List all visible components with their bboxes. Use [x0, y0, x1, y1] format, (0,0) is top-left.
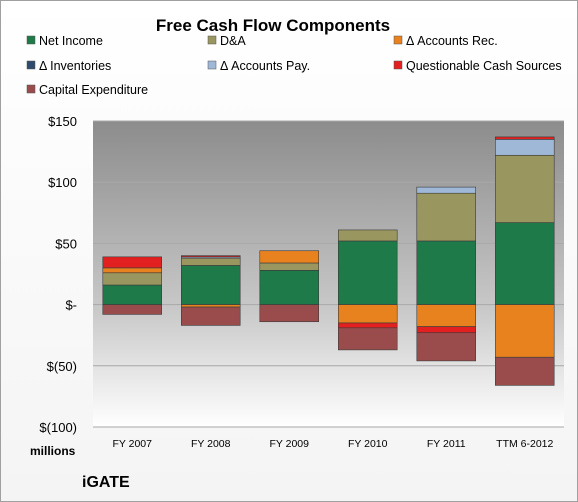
- legend: Net Income D&A Δ Accounts Rec. Δ Inventorie…: [26, 34, 562, 97]
- bar-capital-expenditure-fy-2010: [338, 327, 398, 351]
- unit-label: millions: [30, 444, 76, 458]
- bar-accounts-pay-fy-2011: [416, 186, 476, 194]
- bar-accounts-rec-fy-2010: [338, 304, 398, 324]
- y-tick-label: $-: [65, 298, 77, 313]
- x-axis: FY 2007 FY 2008 FY 2009 FY 2010 FY 2011 TTM 6…: [112, 438, 553, 450]
- legend-label-inventories: Δ Inventories: [39, 59, 111, 73]
- x-tick-label: TTM 6-2012: [496, 438, 553, 450]
- legend-label-net-income: Net Income: [39, 34, 103, 48]
- y-tick-label: $(100): [39, 420, 77, 435]
- bar-accounts-rec-ttm-6-2012: [495, 304, 555, 358]
- y-tick-label: $150: [48, 114, 77, 129]
- legend-label-questionable-cash-sources: Questionable Cash Sources: [406, 59, 562, 73]
- bar-capital-expenditure-fy-2009: [259, 304, 319, 323]
- bar-net-income-ttm-6-2012: [495, 222, 555, 305]
- x-tick-label: FY 2007: [112, 438, 152, 450]
- legend-swatch-d-a: [207, 35, 217, 45]
- legend-label-accounts-rec: Δ Accounts Rec.: [406, 34, 498, 48]
- bar-net-income-fy-2010: [338, 240, 398, 305]
- bar-questionable-cash-sources-fy-2011: [416, 326, 476, 334]
- bar-questionable-cash-sources-fy-2010: [338, 322, 398, 329]
- legend-swatch-inventories: [26, 60, 36, 70]
- bar-capital-expenditure-fy-2011: [416, 332, 476, 362]
- bar-capital-expenditure-fy-2008: [181, 306, 241, 326]
- legend-swatch-capital-expenditure: [26, 84, 36, 94]
- bar-questionable-cash-sources-fy-2007: [102, 256, 162, 269]
- bar-accounts-pay-ttm-6-2012: [495, 139, 555, 156]
- legend-swatch-accounts-pay: [207, 60, 217, 70]
- bar-accounts-rec-fy-2009: [259, 250, 319, 264]
- y-tick-label: $(50): [47, 359, 77, 374]
- bar-d-a-fy-2011: [416, 192, 476, 242]
- legend-label-accounts-pay: Δ Accounts Pay.: [220, 59, 310, 73]
- bar-d-a-ttm-6-2012: [495, 154, 555, 223]
- bars: [102, 136, 555, 386]
- y-axis: $150 $100 $50 $- $(50) $(100): [39, 114, 77, 435]
- y-tick-label: $100: [48, 175, 77, 190]
- x-tick-label: FY 2009: [269, 438, 309, 450]
- bar-net-income-fy-2009: [259, 270, 319, 305]
- bar-net-income-fy-2011: [416, 240, 476, 305]
- chart-title: Free Cash Flow Components: [156, 16, 390, 35]
- gridlines: [93, 120, 564, 428]
- bar-d-a-fy-2007: [102, 272, 162, 286]
- brand-label: iGATE: [82, 474, 130, 491]
- bar-accounts-rec-fy-2011: [416, 304, 476, 327]
- legend-swatch-accounts-rec: [393, 35, 403, 45]
- legend-swatch-questionable-cash-sources: [393, 60, 403, 70]
- bar-d-a-fy-2010: [338, 229, 398, 242]
- bar-accounts-rec-fy-2008: [181, 304, 241, 308]
- legend-label-d-a: D&A: [220, 34, 246, 48]
- bar-net-income-fy-2007: [102, 284, 162, 305]
- legend-swatch-net-income: [26, 35, 36, 45]
- bar-d-a-fy-2009: [259, 262, 319, 271]
- x-tick-label: FY 2008: [191, 438, 231, 450]
- bar-questionable-cash-sources-ttm-6-2012: [495, 136, 555, 140]
- plot-area: [93, 121, 564, 427]
- bar-capital-expenditure-ttm-6-2012: [495, 356, 555, 386]
- y-tick-label: $50: [55, 236, 77, 251]
- bar-questionable-cash-sources-fy-2008: [181, 255, 241, 258]
- bar-capital-expenditure-fy-2007: [102, 304, 162, 315]
- x-tick-label: FY 2010: [348, 438, 388, 450]
- bar-accounts-rec-fy-2007: [102, 267, 162, 274]
- bar-net-income-fy-2008: [181, 265, 241, 305]
- legend-label-capital-expenditure: Capital Expenditure: [39, 83, 148, 97]
- x-tick-label: FY 2011: [427, 438, 466, 450]
- bar-d-a-fy-2008: [181, 257, 241, 266]
